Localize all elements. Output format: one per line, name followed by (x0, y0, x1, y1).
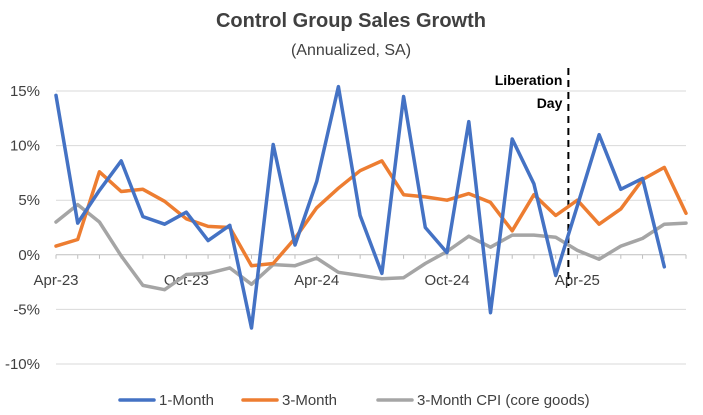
legend-label: 3-Month (282, 392, 337, 409)
series-lines (54, 84, 688, 330)
liberation-day-annotation: Liberation Day (495, 68, 570, 286)
annotation-label: Liberation (495, 72, 563, 88)
x-tick-label: Apr-23 (33, 272, 78, 289)
y-tick-label: -10% (5, 356, 40, 373)
chart-title: Control Group Sales Growth (216, 10, 486, 32)
y-tick-label: -5% (13, 301, 40, 318)
legend-item: 1-Month (118, 392, 214, 409)
x-axis (55, 254, 687, 259)
y-tick-label: 15% (10, 83, 40, 100)
series-line-3-month-cpi-core-goods (54, 202, 688, 292)
y-tick-label: 10% (10, 138, 40, 155)
legend-label: 3-Month CPI (core goods) (417, 392, 590, 409)
y-axis-labels: -10% -5% 0% 5% 10% 15% (5, 83, 40, 373)
legend-label: 1-Month (159, 392, 214, 409)
x-tick-label: Apr-25 (555, 272, 600, 289)
legend: 1-Month 3-Month 3-Month CPI (core goods) (118, 392, 590, 409)
series-line-3-month (54, 159, 688, 268)
x-tick-label: Apr-24 (294, 272, 339, 289)
legend-item: 3-Month (241, 392, 337, 409)
chart-subtitle: (Annualized, SA) (291, 42, 411, 59)
x-tick-label: Oct-23 (164, 272, 209, 289)
y-tick-label: 0% (18, 247, 40, 264)
y-tick-label: 5% (18, 192, 40, 209)
annotation-label: Day (537, 95, 563, 111)
series-line-1-month (54, 84, 667, 330)
legend-item: 3-Month CPI (core goods) (376, 392, 590, 409)
x-tick-label: Oct-24 (425, 272, 470, 289)
x-axis-labels: Apr-23 Oct-23 Apr-24 Oct-24 Apr-25 (33, 272, 599, 289)
gridlines (56, 90, 686, 365)
